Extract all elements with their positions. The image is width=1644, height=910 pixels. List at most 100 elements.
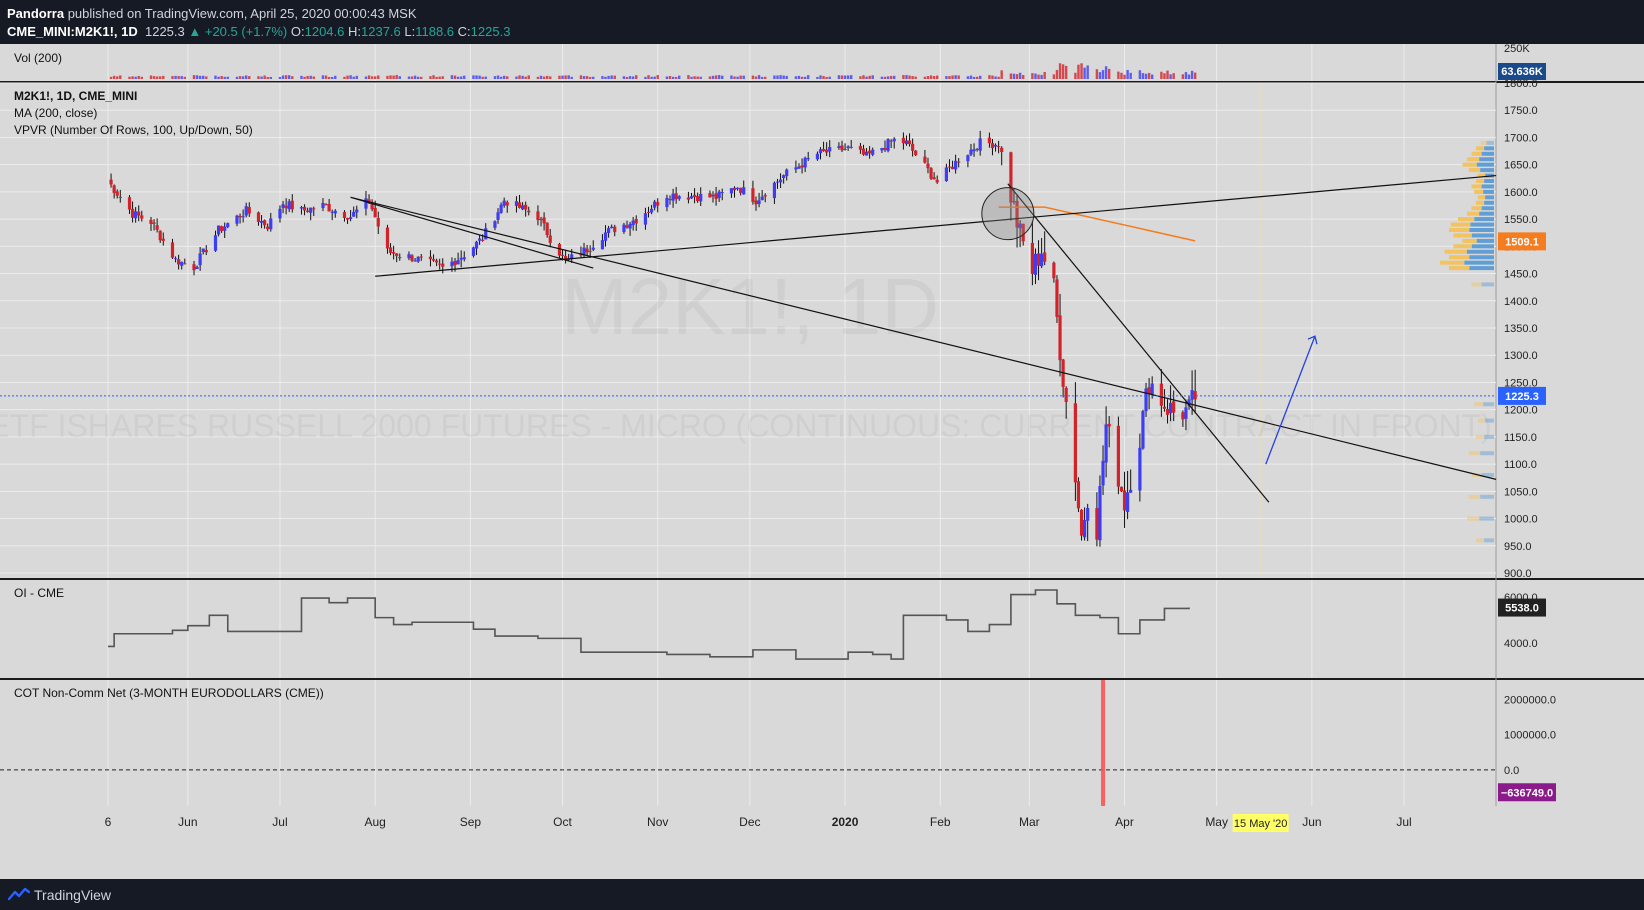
chart-header: Pandorra published on TradingView.com, A…	[0, 0, 1644, 44]
vpvr-bar-down	[1476, 179, 1485, 183]
candle-body	[345, 218, 350, 220]
volume-bar	[1095, 69, 1099, 79]
volume-bar	[582, 76, 586, 79]
volume-bar	[223, 76, 226, 79]
candle-body	[180, 261, 184, 266]
volume-bar	[862, 75, 865, 79]
volume-bar	[472, 75, 475, 79]
candle-body	[266, 226, 270, 230]
candle-body	[1015, 200, 1019, 228]
candle-body	[1058, 315, 1062, 361]
candle-body	[1101, 460, 1105, 486]
volume-bar	[883, 76, 887, 79]
volume-bar	[312, 76, 315, 79]
oi-scale-label: 4000.0	[1504, 638, 1538, 650]
volume-bar	[997, 76, 1000, 79]
candle-body	[950, 166, 955, 170]
vpvr-bar-up	[1480, 494, 1494, 499]
volume-bar	[1117, 71, 1120, 79]
candle-body	[1098, 486, 1102, 541]
volume-bar	[969, 75, 973, 79]
candle-body	[1052, 262, 1056, 279]
trendline	[350, 196, 1497, 480]
candle-body	[281, 204, 285, 208]
volume-bar	[1009, 73, 1013, 79]
volume-bar	[395, 75, 398, 79]
volume-bar	[859, 76, 862, 79]
candle-body	[118, 196, 122, 198]
volume-bar	[656, 75, 659, 79]
volume-bar	[693, 76, 696, 79]
volume-bar	[202, 75, 205, 79]
price-scale-label: 1250.0	[1504, 377, 1538, 389]
volume-bar	[1031, 73, 1034, 79]
vpvr-bar-up	[1484, 179, 1494, 183]
candle-body	[112, 185, 116, 193]
candle-body	[656, 202, 660, 206]
candle-body	[235, 215, 239, 224]
candle-body	[367, 199, 371, 202]
candle-body	[502, 200, 506, 206]
candle-body	[1147, 387, 1151, 394]
volume-bar	[410, 76, 414, 79]
candles-group	[109, 63, 1197, 547]
vpvr-bar-up	[1469, 228, 1494, 232]
candle-body	[388, 247, 393, 253]
candle-body	[1000, 147, 1004, 153]
candle-body	[312, 208, 316, 210]
pane-separator-0	[0, 81, 1644, 83]
candle-body	[493, 221, 497, 228]
volume-bar	[644, 76, 647, 79]
volume-bar	[1193, 72, 1197, 79]
volume-bar	[1086, 65, 1089, 79]
candle-body	[1122, 490, 1127, 511]
volume-bar	[1061, 64, 1065, 79]
brand-name[interactable]: TradingView	[34, 887, 112, 903]
low-value: 1188.6	[415, 24, 455, 39]
candle-body	[419, 256, 423, 258]
volume-bar	[1129, 72, 1132, 79]
volume-bar	[837, 75, 841, 79]
candle-body	[782, 175, 786, 178]
vpvr-bar-up	[1474, 217, 1494, 222]
volume-bar	[764, 76, 767, 79]
volume-bar	[1184, 72, 1188, 79]
candle-body	[149, 219, 153, 224]
volume-bar	[1037, 74, 1040, 79]
candle-body	[606, 228, 611, 233]
candle-body	[453, 261, 457, 265]
volume-bar	[647, 75, 650, 79]
candle-body	[972, 149, 976, 152]
volume-bar	[1058, 63, 1062, 79]
candle-body	[435, 260, 439, 263]
candle-body	[198, 253, 202, 266]
vpvr-bar-down	[1474, 402, 1484, 407]
candle-body	[1095, 508, 1099, 540]
candle-body	[588, 250, 592, 252]
volume-bar	[671, 76, 675, 79]
candle-body	[785, 169, 789, 177]
tradingview-logo-icon[interactable]	[8, 887, 30, 901]
candle-body	[333, 210, 337, 214]
candle-body	[729, 188, 734, 194]
volume-bar	[1138, 70, 1142, 79]
candle-body	[772, 182, 777, 199]
oi-last-tag	[1498, 598, 1546, 617]
volume-bar	[972, 76, 976, 79]
vpvr-bar-up	[1479, 516, 1494, 521]
price-legend-line: M2K1!, 1D, CME_MINI	[14, 89, 137, 103]
volume-bar	[631, 76, 635, 79]
candle-body	[754, 200, 758, 205]
vpvr-bar-down	[1474, 189, 1484, 194]
candle-body	[192, 264, 196, 271]
vpvr-bar-down	[1467, 157, 1480, 162]
candle-body	[800, 165, 804, 168]
vpvr-bar-down	[1471, 206, 1482, 211]
candle-body	[886, 139, 890, 151]
chart-canvas[interactable]: 6 Jun Jul Aug Sep Oct Nov Dec 2020 Feb Mar Apr May Ju…	[0, 44, 1644, 879]
cot-scale-label: 0.0	[1504, 765, 1519, 777]
projection-arrow-head	[1307, 335, 1318, 345]
volume-bar	[628, 76, 632, 79]
author-name[interactable]: Pandorra	[7, 6, 65, 21]
vpvr-bar-up	[1483, 189, 1494, 194]
